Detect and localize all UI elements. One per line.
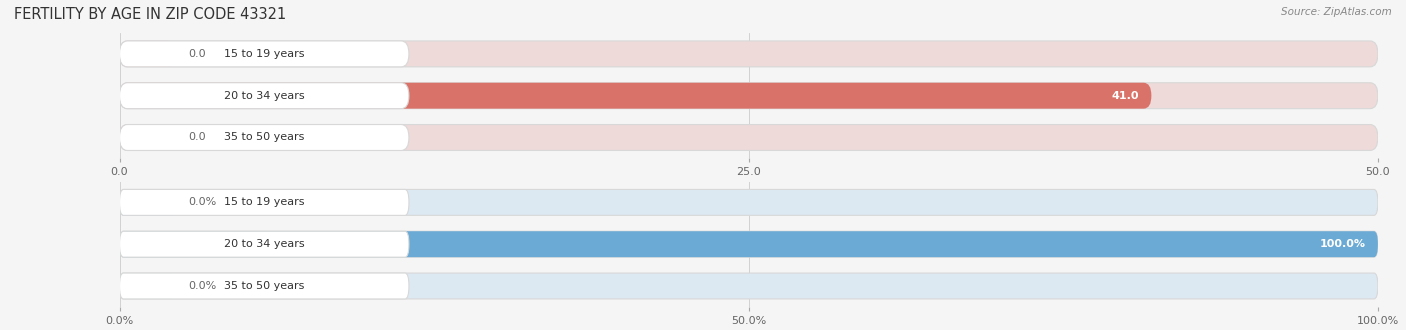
Text: 35 to 50 years: 35 to 50 years <box>224 281 305 291</box>
Text: 100.0%: 100.0% <box>1319 239 1365 249</box>
Text: 15 to 19 years: 15 to 19 years <box>224 197 305 207</box>
FancyBboxPatch shape <box>120 83 409 109</box>
FancyBboxPatch shape <box>120 273 1378 299</box>
FancyBboxPatch shape <box>120 189 1378 215</box>
FancyBboxPatch shape <box>120 231 1378 257</box>
Text: 0.0%: 0.0% <box>188 197 217 207</box>
FancyBboxPatch shape <box>120 231 409 257</box>
FancyBboxPatch shape <box>120 124 1378 150</box>
Text: 35 to 50 years: 35 to 50 years <box>224 133 305 143</box>
FancyBboxPatch shape <box>120 189 409 215</box>
FancyBboxPatch shape <box>120 124 176 150</box>
Text: 20 to 34 years: 20 to 34 years <box>224 91 305 101</box>
Text: 0.0: 0.0 <box>188 49 207 59</box>
FancyBboxPatch shape <box>120 83 1152 109</box>
FancyBboxPatch shape <box>120 124 409 150</box>
FancyBboxPatch shape <box>120 41 1378 67</box>
FancyBboxPatch shape <box>120 273 409 299</box>
Text: FERTILITY BY AGE IN ZIP CODE 43321: FERTILITY BY AGE IN ZIP CODE 43321 <box>14 7 287 21</box>
FancyBboxPatch shape <box>120 41 409 67</box>
Text: 15 to 19 years: 15 to 19 years <box>224 49 305 59</box>
Text: 20 to 34 years: 20 to 34 years <box>224 239 305 249</box>
Text: 0.0: 0.0 <box>188 133 207 143</box>
FancyBboxPatch shape <box>120 41 176 67</box>
FancyBboxPatch shape <box>120 273 176 299</box>
FancyBboxPatch shape <box>120 231 1378 257</box>
Text: 41.0: 41.0 <box>1111 91 1139 101</box>
Text: 0.0%: 0.0% <box>188 281 217 291</box>
FancyBboxPatch shape <box>120 83 1378 109</box>
FancyBboxPatch shape <box>120 189 176 215</box>
Text: Source: ZipAtlas.com: Source: ZipAtlas.com <box>1281 7 1392 16</box>
